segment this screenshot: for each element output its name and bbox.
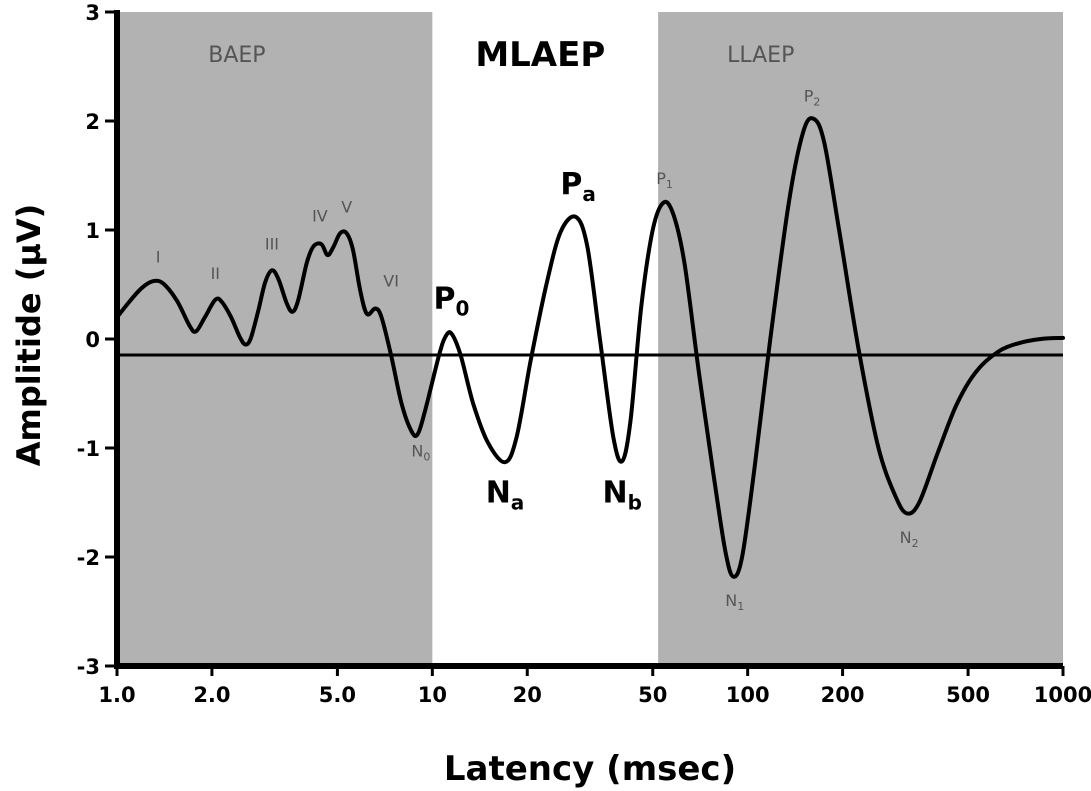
peak-label-iii: III xyxy=(265,235,279,254)
peak-label-n0: N0 xyxy=(411,442,430,464)
peak-label-nb: Nb xyxy=(602,476,641,515)
x-tick-label: 200 xyxy=(821,683,865,707)
peak-label-iv: IV xyxy=(312,206,328,225)
y-tick-label: 3 xyxy=(85,1,100,25)
peak-label-p2: P2 xyxy=(804,86,821,108)
waveform-line xyxy=(115,116,1065,579)
y-tick-label: 0 xyxy=(85,328,100,352)
x-tick-label: 500 xyxy=(946,683,990,707)
x-axis-title: Latency (msec) xyxy=(444,749,736,789)
x-tick-label: 20 xyxy=(513,683,542,707)
peak-label-pa: Pa xyxy=(560,167,596,206)
y-tick-label: -2 xyxy=(77,546,100,570)
y-axis-title: Amplitide (µV) xyxy=(10,204,48,467)
peak-label-p1: P1 xyxy=(656,169,673,191)
region-label-mlaep: MLAEP xyxy=(475,35,605,75)
y-tick-label: 1 xyxy=(85,219,100,243)
y-tick-label: 2 xyxy=(85,110,100,134)
regions-layer xyxy=(117,12,1063,666)
peak-label-i: I xyxy=(156,248,161,267)
peak-label-p0: P0 xyxy=(434,281,470,320)
y-tick-label: -1 xyxy=(77,437,100,461)
x-tick-label: 10 xyxy=(418,683,447,707)
series-layer xyxy=(115,116,1065,579)
y-tick-label: -3 xyxy=(77,655,100,679)
region-band-llaep xyxy=(658,12,1063,666)
peak-label-n1: N1 xyxy=(725,591,744,613)
peak-label-n2: N2 xyxy=(900,528,919,550)
region-band-baep xyxy=(117,12,433,666)
x-tick-label: 2.0 xyxy=(193,683,230,707)
peak-label-v: V xyxy=(341,198,352,217)
x-tick-label: 1000 xyxy=(1034,683,1091,707)
x-tick-label: 5.0 xyxy=(319,683,356,707)
peak-label-ii: II xyxy=(211,264,220,283)
region-label-llaep: LLAEP xyxy=(727,43,794,68)
region-label-baep: BAEP xyxy=(208,43,265,68)
x-tick-label: 50 xyxy=(638,683,667,707)
x-tick-label: 100 xyxy=(726,683,770,707)
x-tick-label: 1.0 xyxy=(98,683,135,707)
peak-label-na: Na xyxy=(486,476,525,515)
peak-label-vi: VI xyxy=(383,272,399,291)
